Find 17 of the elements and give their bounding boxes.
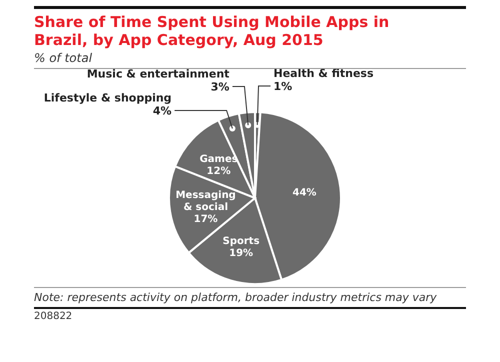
data-label: 44% xyxy=(292,188,316,199)
data-label: 17% xyxy=(194,214,218,225)
chart-title: Share of Time Spent Using Mobile Apps in Brazil, by App Category, Aug 2015 xyxy=(34,13,390,49)
data-label: 1% xyxy=(274,80,292,94)
slice-label: Messaging & social xyxy=(176,190,236,213)
slice-label: Sports xyxy=(222,236,260,247)
data-label: 12% xyxy=(206,166,231,177)
data-label: 4% xyxy=(152,104,172,118)
data-label: 3% xyxy=(210,80,230,94)
slice-label: Health & fitness xyxy=(274,67,374,80)
text: 208822 xyxy=(34,311,74,322)
text: Note: represents activity on platform, broader industry metrics may vary xyxy=(34,291,466,309)
slice-label: Lifestyle & shopping xyxy=(44,92,172,105)
slice-label: Music & entertainment xyxy=(86,67,230,80)
data-label: 19% xyxy=(229,248,254,259)
slice-label: Games xyxy=(200,154,238,165)
chart-subtitle: % of total xyxy=(34,51,466,69)
